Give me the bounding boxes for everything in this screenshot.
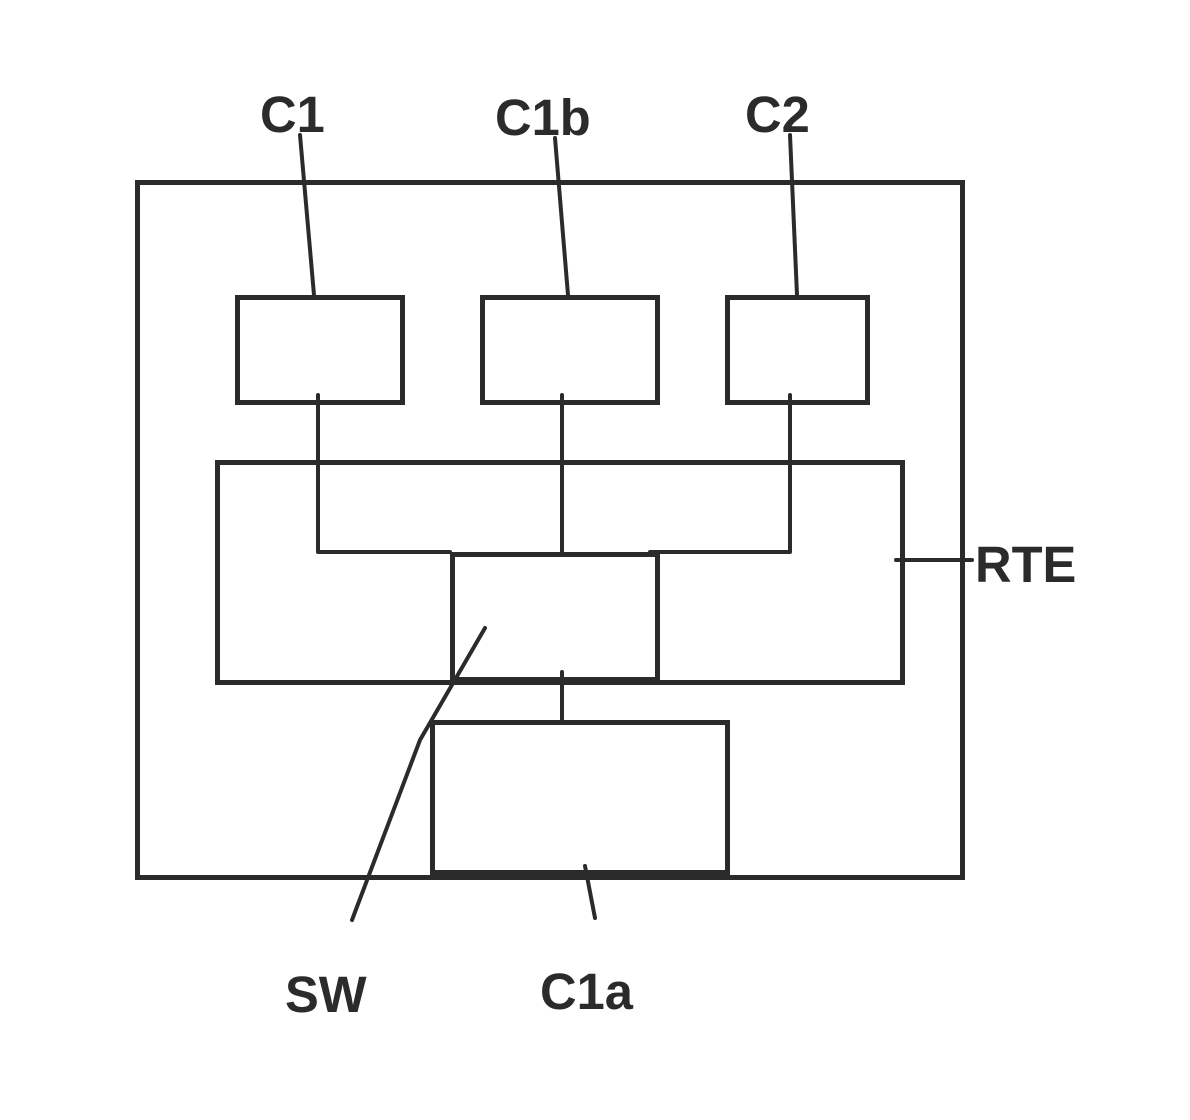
diagram-stage: C1 C1b C2 RTE SW C1a <box>0 0 1190 1120</box>
c1a-block <box>430 720 730 875</box>
c2-block <box>725 295 870 405</box>
c1-label: C1 <box>260 85 325 144</box>
rte-label: RTE <box>975 535 1076 594</box>
c1b-block <box>480 295 660 405</box>
c1a-label: C1a <box>540 962 633 1021</box>
sw-label: SW <box>285 965 367 1024</box>
c1b-label: C1b <box>495 88 591 147</box>
c2-label: C2 <box>745 85 810 144</box>
sw-block <box>450 552 660 682</box>
c1-block <box>235 295 405 405</box>
